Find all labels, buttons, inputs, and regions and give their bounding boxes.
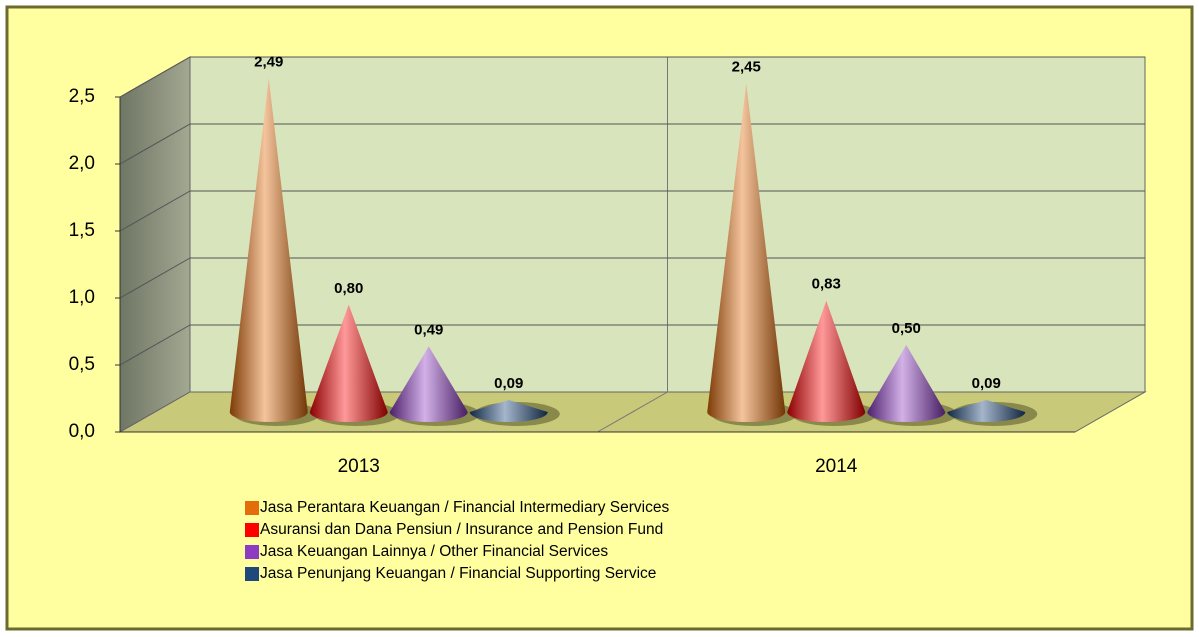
grid-line xyxy=(119,190,191,232)
y-tick-label: 0,5 xyxy=(69,354,95,375)
x-tick-label: 2013 xyxy=(338,456,380,477)
cone xyxy=(389,346,468,422)
cone xyxy=(707,83,786,422)
cone xyxy=(787,300,866,422)
data-label: 2,45 xyxy=(732,59,761,76)
y-tick-label: 2,5 xyxy=(69,86,95,107)
cone xyxy=(947,399,1026,422)
category-divider xyxy=(597,391,668,433)
data-label: 0,50 xyxy=(892,320,921,337)
legend-label: Asuransi dan Dana Pensiun / Insurance an… xyxy=(260,521,663,538)
data-label: 0,49 xyxy=(414,321,443,338)
legend-swatch xyxy=(245,567,259,581)
cone xyxy=(309,304,388,422)
cone xyxy=(229,78,308,422)
legend-label: Jasa Perantara Keuangan / Financial Inte… xyxy=(260,499,669,516)
data-label: 0,83 xyxy=(812,276,841,293)
grid-line xyxy=(119,324,191,366)
side-wall xyxy=(119,56,191,433)
legend-swatch xyxy=(245,501,259,515)
cone xyxy=(867,345,946,422)
grid-line xyxy=(119,56,191,98)
legend-swatch xyxy=(245,523,259,537)
data-label: 0,09 xyxy=(494,375,523,392)
y-tick-label: 0,0 xyxy=(69,421,95,442)
data-label: 0,80 xyxy=(334,280,363,297)
data-label: 2,49 xyxy=(254,53,283,70)
legend-label: Jasa Keuangan Lainnya / Other Financial … xyxy=(260,543,608,560)
y-tick-label: 1,0 xyxy=(69,287,95,308)
grid-line xyxy=(119,123,191,165)
grid-line xyxy=(119,257,191,299)
y-tick-label: 2,0 xyxy=(69,153,95,174)
legend-swatch xyxy=(245,545,259,559)
y-tick-label: 1,5 xyxy=(69,220,95,241)
cone xyxy=(469,399,548,422)
x-tick-label: 2014 xyxy=(815,456,858,477)
legend-label: Jasa Penunjang Keuangan / Financial Supp… xyxy=(260,565,656,582)
data-label: 0,09 xyxy=(972,375,1001,392)
